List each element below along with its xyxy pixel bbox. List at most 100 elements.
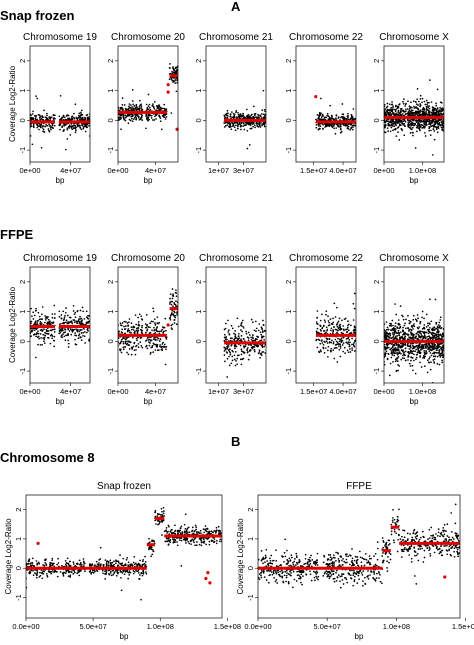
data-point: [322, 330, 325, 332]
data-point: [47, 336, 49, 339]
data-point: [135, 108, 138, 111]
data-point: [149, 322, 151, 325]
data-point: [353, 292, 356, 295]
data-point: [346, 326, 349, 329]
x-tick-label: 1.5e+07: [300, 166, 327, 175]
x-tick-label: 0e+00: [19, 166, 40, 175]
data-point: [223, 122, 226, 124]
data-point: [81, 306, 84, 309]
data-point: [157, 322, 160, 325]
panel-b-title: Chromosome 8: [0, 450, 95, 465]
chart-title: Chromosome 19: [23, 253, 97, 264]
data-point: [237, 335, 240, 338]
data-point: [418, 331, 420, 333]
data-point: [417, 337, 419, 340]
data-point: [428, 322, 431, 325]
data-point: [402, 315, 404, 318]
data-point: [418, 336, 421, 339]
data-point: [386, 335, 388, 337]
data-point: [436, 107, 439, 109]
data-point: [393, 348, 396, 351]
data-point: [141, 326, 143, 329]
data-point: [208, 543, 211, 546]
data-point: [338, 123, 341, 125]
data-point: [333, 124, 335, 126]
data-point: [394, 110, 397, 113]
data-point: [72, 304, 75, 307]
data-point: [425, 350, 427, 353]
data-point: [127, 329, 129, 332]
data-point: [153, 338, 155, 340]
data-point: [169, 303, 171, 305]
data-point: [347, 125, 350, 128]
data-point: [400, 124, 402, 127]
data-point: [158, 105, 161, 108]
data-point: [316, 310, 319, 312]
data-point: [60, 329, 62, 332]
data-point: [440, 124, 442, 126]
data-point: [337, 337, 339, 340]
data-point: [398, 349, 400, 352]
data-point: [118, 116, 121, 119]
data-point: [175, 323, 178, 326]
data-point: [411, 342, 413, 345]
data-point: [71, 117, 74, 120]
data-point: [403, 324, 406, 327]
data-point: [334, 132, 337, 135]
data-point: [234, 335, 237, 337]
data-point: [240, 122, 243, 125]
x-tick-label: 1.5e+07: [300, 387, 327, 396]
data-point: [384, 126, 386, 129]
data-point: [76, 124, 79, 126]
data-point: [230, 125, 232, 128]
data-point: [133, 342, 136, 345]
data-point: [164, 336, 167, 339]
data-point: [237, 325, 240, 328]
data-point: [44, 318, 47, 321]
data-point: [401, 113, 404, 115]
data-point: [33, 114, 36, 117]
data-point: [120, 106, 122, 109]
data-point: [426, 328, 429, 331]
data-point: [140, 105, 143, 107]
data-point: [407, 110, 410, 113]
data-point: [214, 532, 217, 534]
data-point: [330, 124, 333, 127]
data-point: [254, 344, 257, 346]
data-point: [234, 351, 237, 353]
data-point: [348, 345, 351, 347]
data-point: [402, 326, 404, 329]
data-point: [262, 324, 265, 326]
data-point: [434, 121, 436, 124]
data-point: [392, 106, 394, 109]
data-point: [178, 539, 181, 541]
data-point: [349, 348, 351, 350]
data-point: [38, 337, 41, 340]
data-point: [165, 348, 167, 351]
data-point: [426, 108, 428, 111]
data-point: [433, 343, 436, 346]
data-point: [402, 102, 405, 105]
data-point: [40, 313, 43, 316]
y-tick-label: 1: [284, 310, 293, 314]
data-point: [35, 307, 37, 310]
data-point: [133, 116, 136, 119]
data-point: [120, 576, 122, 579]
data-point: [84, 570, 86, 573]
data-point: [108, 573, 110, 575]
data-point: [398, 344, 401, 347]
data-point: [50, 116, 52, 119]
data-point: [74, 311, 77, 314]
data-point: [132, 325, 135, 328]
data-point: [223, 126, 226, 128]
data-point: [396, 326, 398, 328]
data-point: [412, 314, 415, 317]
data-point: [255, 327, 258, 330]
data-point: [247, 358, 250, 361]
data-point: [264, 121, 266, 124]
data-point: [259, 126, 262, 128]
data-point: [253, 348, 256, 351]
data-point: [151, 344, 154, 347]
data-point: [407, 333, 410, 336]
data-point: [168, 525, 170, 528]
